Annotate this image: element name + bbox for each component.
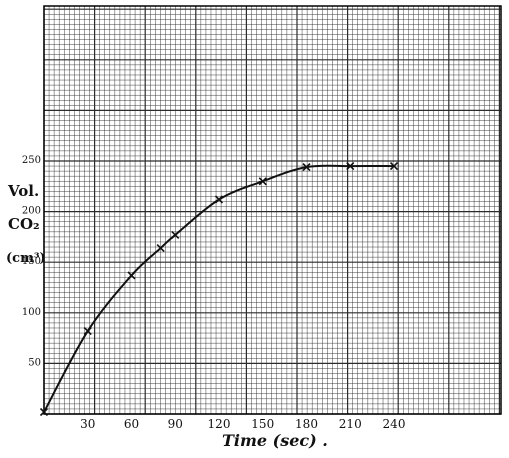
x-tick-label: 120 (208, 417, 231, 431)
data-point (258, 177, 267, 186)
x-tick-label: 240 (383, 417, 406, 431)
data-point (127, 271, 136, 280)
x-marker (214, 195, 224, 204)
x-marker (39, 407, 49, 417)
series-line (43, 164, 395, 413)
y-axis-label-co2: CO₂ (8, 215, 40, 233)
x-marker (83, 326, 92, 336)
x-axis-label: Time (sec) . (222, 431, 328, 450)
data-point (171, 230, 180, 239)
x-marker (156, 243, 165, 253)
data-point (214, 195, 224, 204)
x-tick-label: 210 (339, 417, 362, 431)
x-marker (258, 177, 267, 186)
x-tick-label: 90 (168, 417, 183, 431)
data-point-markers (39, 162, 399, 417)
plot-border (43, 5, 502, 415)
x-tick-label: 60 (124, 417, 139, 431)
y-tick-label: 200 (22, 206, 41, 217)
x-marker (171, 230, 180, 239)
x-tick-label: 150 (251, 417, 274, 431)
y-tick-label: 150 (22, 256, 41, 267)
x-tick-labels: 30 60 90 120 150 180 210 240 (80, 417, 405, 431)
data-point (389, 162, 399, 171)
chart-axes (43, 5, 502, 415)
y-axis-label-vol: Vol. (7, 182, 39, 200)
data-series (43, 164, 395, 413)
data-point (346, 162, 355, 171)
data-point (302, 163, 311, 172)
x-tick-label: 30 (80, 417, 95, 431)
data-point (156, 243, 165, 253)
data-point (39, 407, 49, 417)
y-tick-label: 50 (28, 357, 41, 368)
x-marker (127, 271, 136, 280)
x-tick-label: 180 (295, 417, 318, 431)
y-tick-label: 250 (22, 155, 41, 166)
y-axis-label-unit: (cm³) (6, 251, 46, 266)
x-marker (302, 163, 311, 172)
data-point (83, 326, 92, 336)
y-tick-labels: 50 100 150 200 250 (22, 155, 41, 368)
graph-paper-grid (43, 6, 501, 415)
x-marker (346, 162, 355, 171)
x-marker (389, 162, 399, 171)
y-tick-label: 100 (22, 307, 41, 318)
